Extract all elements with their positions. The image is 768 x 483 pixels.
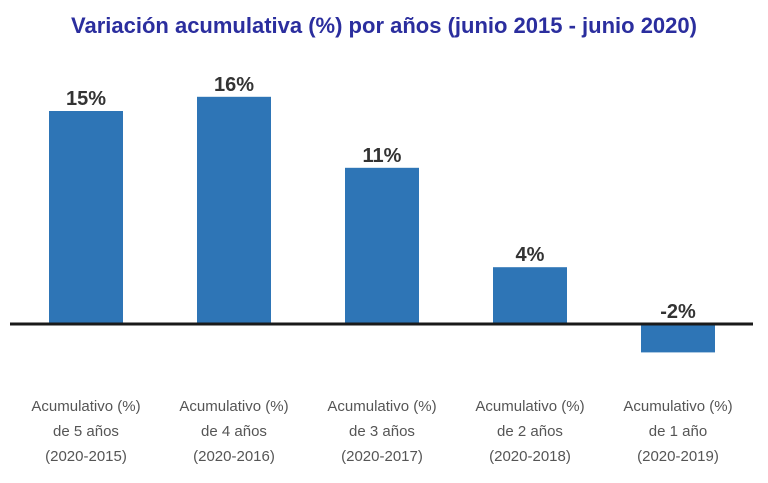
bar-3 bbox=[345, 167, 419, 324]
category-label-2-line-3: (2020-2016) bbox=[193, 448, 275, 465]
category-label-5-line-1: Acumulativo (%) bbox=[623, 398, 732, 415]
category-labels-group: Acumulativo (%) de 5 años (2020-2015) Acumu… bbox=[31, 398, 732, 465]
bar-2 bbox=[197, 96, 271, 324]
value-label-1: 15% bbox=[66, 88, 106, 110]
category-label-5-line-2: de 1 año bbox=[649, 423, 707, 440]
category-label-4-line-2: de 2 años bbox=[497, 423, 563, 440]
category-label-5-line-3: (2020-2019) bbox=[637, 448, 719, 465]
value-label-5: -2% bbox=[660, 301, 696, 323]
category-label-1-line-1: Acumulativo (%) bbox=[31, 398, 140, 415]
value-label-2: 16% bbox=[214, 74, 254, 96]
category-label-1-line-2: de 5 años bbox=[53, 423, 119, 440]
value-labels-group: 15% 16% 11% 4% -2% bbox=[66, 74, 696, 323]
bar-4 bbox=[493, 267, 567, 324]
bars-group bbox=[49, 96, 715, 353]
category-label-2-line-1: Acumulativo (%) bbox=[179, 398, 288, 415]
chart-title: Variación acumulativa (%) por años (juni… bbox=[71, 13, 697, 38]
category-label-3-line-1: Acumulativo (%) bbox=[327, 398, 436, 415]
value-label-4: 4% bbox=[516, 244, 545, 266]
bar-1 bbox=[49, 111, 123, 324]
category-label-3-line-2: de 3 años bbox=[349, 423, 415, 440]
category-label-2-line-2: de 4 años bbox=[201, 423, 267, 440]
category-label-4-line-1: Acumulativo (%) bbox=[475, 398, 584, 415]
category-label-3-line-3: (2020-2017) bbox=[341, 448, 423, 465]
value-label-3: 11% bbox=[363, 145, 402, 167]
category-label-1-line-3: (2020-2015) bbox=[45, 448, 127, 465]
bar-5 bbox=[641, 324, 715, 353]
category-label-4-line-3: (2020-2018) bbox=[489, 448, 571, 465]
